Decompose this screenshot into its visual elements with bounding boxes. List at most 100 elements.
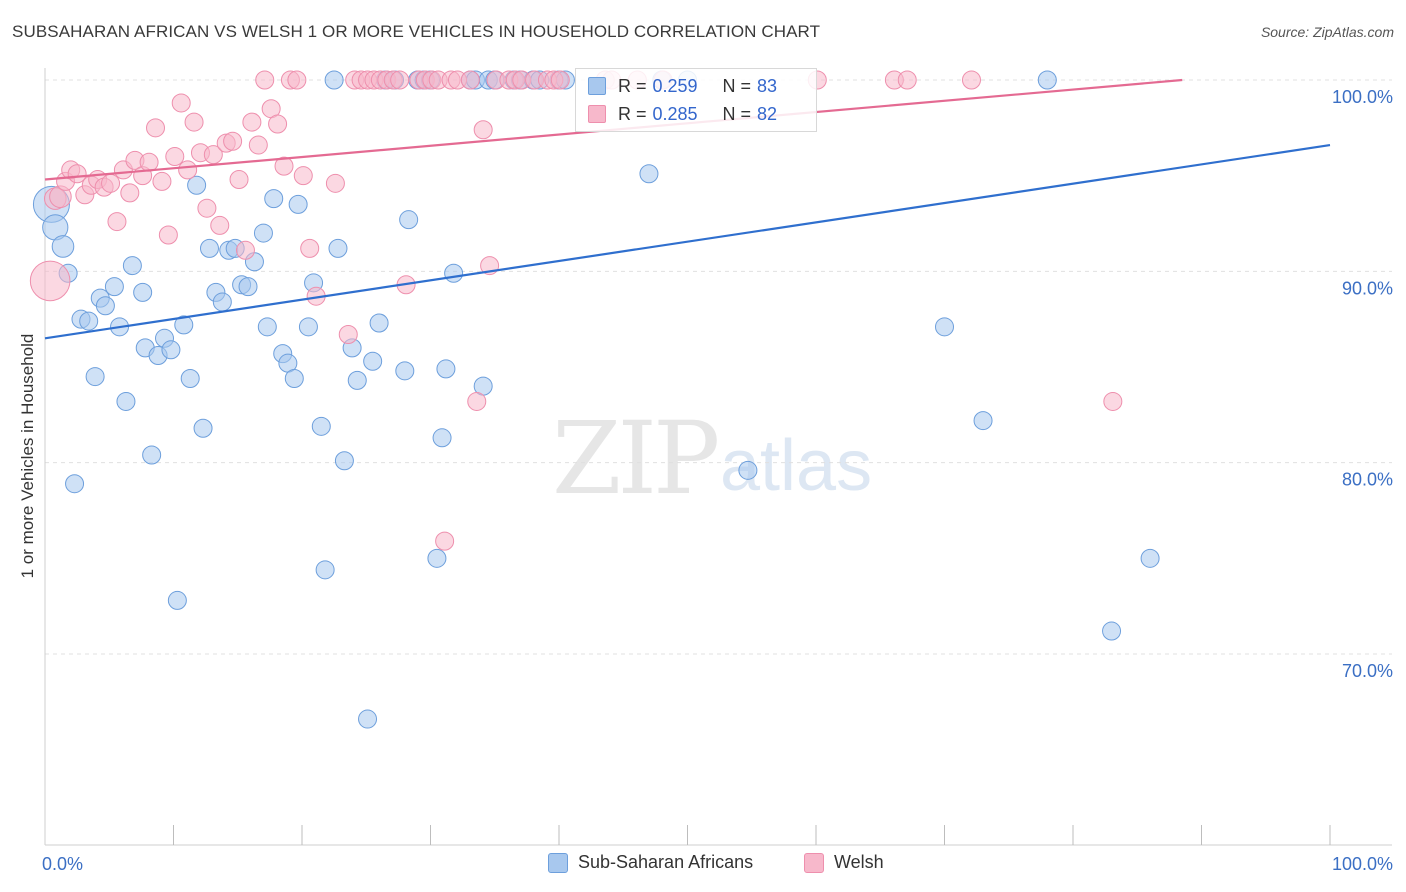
data-point-sub-saharan: [142, 445, 162, 465]
data-point-welsh: [473, 120, 493, 140]
data-point-sub-saharan: [65, 474, 85, 494]
data-point-welsh: [152, 171, 172, 191]
x-tick-label: 0.0%: [42, 854, 83, 874]
data-point-sub-saharan: [193, 418, 213, 438]
data-point-sub-saharan: [257, 317, 277, 337]
data-point-welsh: [229, 169, 249, 189]
data-point-sub-saharan: [212, 292, 232, 312]
data-point-welsh: [107, 212, 127, 232]
data-point-sub-saharan: [358, 709, 378, 729]
y-tick-label: 80.0%: [1342, 470, 1393, 490]
data-point-welsh: [178, 160, 198, 180]
data-point-sub-saharan: [104, 277, 124, 297]
trend-line-sub-saharan: [44, 143, 1331, 340]
data-point-sub-saharan: [180, 368, 200, 388]
data-point-sub-saharan: [199, 238, 219, 258]
data-point-sub-saharan: [85, 367, 105, 387]
correlation-legend: R = 0.259 N = 83 R = 0.285 N = 82: [575, 68, 817, 132]
data-point-welsh: [961, 70, 981, 90]
data-point-welsh: [550, 70, 570, 90]
legend-r-value: 0.259: [652, 75, 698, 96]
data-point-welsh: [242, 112, 262, 132]
data-point-welsh: [165, 147, 185, 167]
data-point-sub-saharan: [238, 277, 258, 297]
data-point-sub-saharan: [1102, 621, 1122, 641]
legend-swatch-pink: [804, 852, 824, 873]
data-point-sub-saharan: [935, 317, 954, 337]
data-point-welsh: [235, 240, 255, 260]
data-point-welsh: [287, 70, 307, 90]
data-point-sub-saharan: [79, 311, 99, 331]
data-point-welsh: [325, 173, 345, 193]
series-sub-saharan-points: [32, 70, 1160, 729]
data-point-welsh: [268, 114, 288, 134]
legend-item-sub-saharan[interactable]: Sub-Saharan Africans: [548, 852, 753, 873]
legend-item-welsh[interactable]: Welsh: [804, 852, 884, 873]
legend-r-label: R =: [618, 75, 647, 96]
data-point-sub-saharan: [738, 460, 758, 480]
legend-label: Sub-Saharan Africans: [578, 852, 754, 872]
legend-row-welsh: R = 0.285 N = 82: [588, 102, 777, 126]
data-point-sub-saharan: [51, 235, 75, 258]
data-point-sub-saharan: [347, 370, 367, 390]
data-point-sub-saharan: [436, 359, 456, 379]
data-point-sub-saharan: [334, 451, 354, 471]
legend-label: Welsh: [834, 852, 884, 872]
data-point-welsh: [435, 531, 455, 551]
legend-n-value: 83: [757, 75, 778, 96]
data-point-sub-saharan: [264, 189, 284, 209]
series-welsh-points: [29, 70, 1123, 551]
data-point-welsh: [248, 135, 268, 155]
data-point-welsh: [29, 260, 71, 302]
data-point-welsh: [67, 164, 87, 184]
data-point-sub-saharan: [369, 313, 389, 333]
data-point-sub-saharan: [167, 590, 187, 610]
data-point-sub-saharan: [444, 263, 464, 283]
data-point-sub-saharan: [427, 548, 447, 568]
legend-r-label: R =: [618, 103, 647, 124]
legend-swatch-blue: [588, 77, 606, 95]
data-point-welsh: [184, 112, 204, 132]
data-point-welsh: [146, 118, 166, 138]
data-point-sub-saharan: [253, 223, 273, 243]
data-point-sub-saharan: [298, 317, 318, 337]
data-point-sub-saharan: [133, 282, 153, 302]
chart-title: SUBSAHARAN AFRICAN VS WELSH 1 OR MORE VE…: [12, 22, 821, 41]
data-point-welsh: [158, 225, 178, 245]
legend-swatch-pink: [588, 105, 606, 123]
data-point-welsh: [1103, 391, 1123, 411]
data-point-sub-saharan: [187, 175, 207, 195]
data-point-welsh: [139, 152, 159, 172]
legend-swatch-blue: [548, 852, 568, 873]
data-point-sub-saharan: [324, 70, 344, 90]
data-point-welsh: [120, 183, 140, 203]
y-tick-label: 70.0%: [1342, 661, 1393, 681]
data-point-sub-saharan: [284, 368, 304, 388]
series-legend: Sub-Saharan Africans Welsh: [0, 852, 1406, 876]
data-point-sub-saharan: [95, 296, 115, 316]
data-point-welsh: [460, 70, 480, 90]
data-point-sub-saharan: [311, 416, 331, 436]
legend-n-value: 82: [757, 103, 778, 124]
watermark-zip: ZIP: [552, 400, 720, 517]
legend-row-sub-saharan: R = 0.259 N = 83: [588, 74, 777, 98]
y-tick-label: 100.0%: [1332, 87, 1393, 107]
data-point-sub-saharan: [363, 351, 383, 371]
data-point-sub-saharan: [174, 315, 194, 335]
legend-n-label: N =: [722, 103, 752, 124]
data-point-welsh: [210, 215, 230, 235]
source-label: Source: ZipAtlas.com: [1260, 24, 1394, 40]
legend-r-value: 0.285: [652, 103, 698, 124]
data-point-welsh: [101, 173, 121, 193]
x-tick-label: 100.0%: [1332, 854, 1393, 874]
data-point-sub-saharan: [328, 238, 348, 258]
data-point-welsh: [300, 238, 320, 258]
data-point-welsh: [390, 70, 410, 90]
data-point-sub-saharan: [315, 560, 335, 580]
data-point-sub-saharan: [122, 256, 142, 276]
data-point-sub-saharan: [395, 361, 415, 381]
data-point-sub-saharan: [1037, 70, 1057, 90]
data-point-welsh: [197, 198, 217, 218]
data-point-welsh: [467, 391, 487, 411]
axis-labels: 70.0% 80.0% 90.0% 100.0% 0.0% 100.0% 1 or more…: [18, 87, 1393, 874]
